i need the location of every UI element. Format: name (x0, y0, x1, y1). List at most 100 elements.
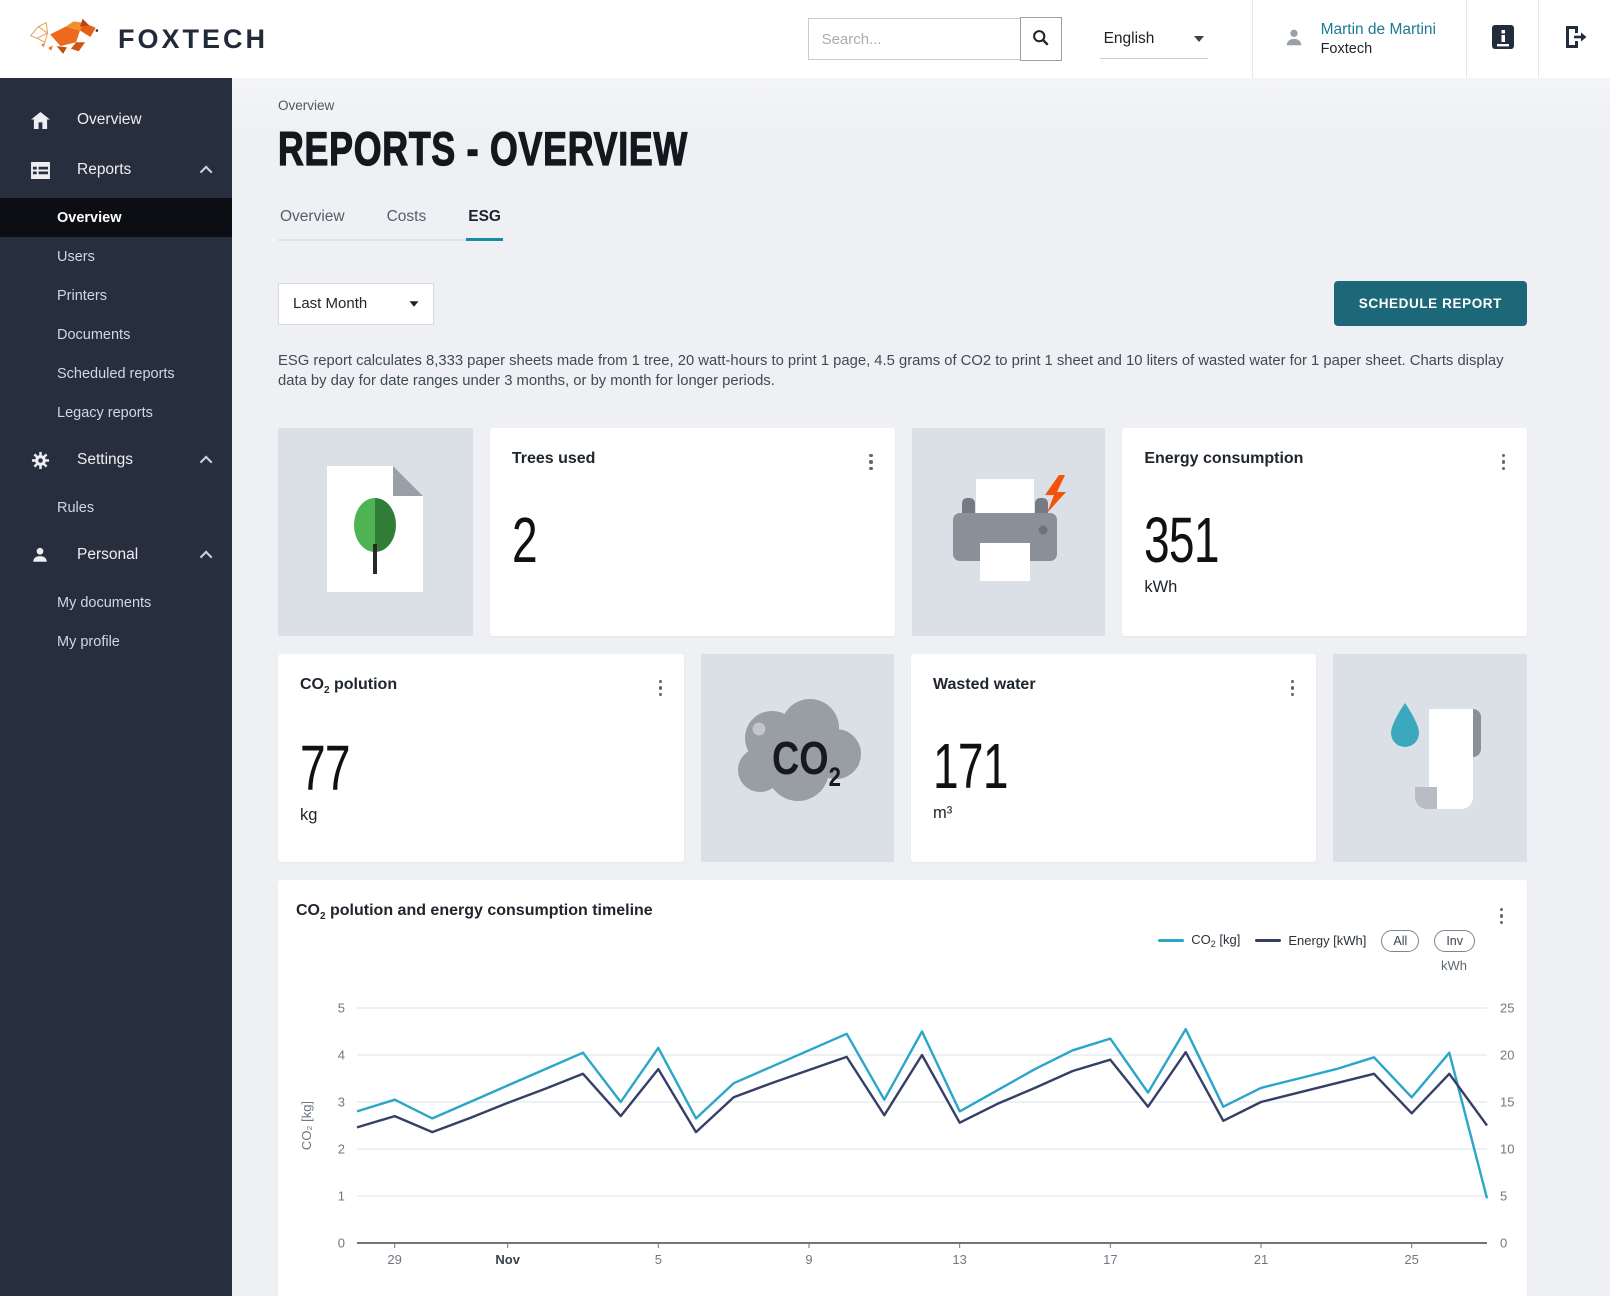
gear-icon (30, 451, 50, 470)
svg-text:3: 3 (338, 1094, 345, 1109)
kebab-menu-icon[interactable] (1500, 452, 1508, 473)
card-title: CO2 polution (300, 675, 398, 696)
sidebar-item-overview[interactable]: Overview (0, 98, 232, 142)
manual-book-icon (1490, 23, 1516, 56)
co2-line-swatch (1158, 939, 1185, 943)
co2-unit: kg (300, 805, 318, 824)
sidebar-group-label: Reports (77, 161, 132, 178)
sidebar-item-my-documents[interactable]: My documents (57, 594, 152, 611)
chevron-down-icon (409, 300, 419, 307)
tab-costs[interactable]: Costs (386, 208, 427, 225)
svg-text:0: 0 (1500, 1235, 1507, 1250)
timeline-chart: 0 1 2 3 4 5 0 5 10 15 20 25 29 Nov 5 9 13 17 21 25 CO₂ [kg] (299, 1000, 1514, 1267)
kebab-menu-icon[interactable] (1289, 678, 1297, 699)
co2-illustration-card: CO2 (701, 653, 894, 862)
svg-text:5: 5 (655, 1252, 662, 1267)
trees-used-card: Trees used 2 (489, 427, 895, 636)
sidebar-item-label: Overview (77, 111, 142, 128)
sidebar-group-settings[interactable]: Settings (0, 438, 232, 482)
timeline-chart-card: CO2 polution and energy consumption time… (278, 879, 1527, 1296)
search-input[interactable] (807, 18, 1020, 60)
wasted-water-card: Wasted water 171 m³ (911, 653, 1317, 862)
svg-text:25: 25 (1500, 1000, 1514, 1015)
svg-text:13: 13 (952, 1252, 966, 1267)
svg-text:CO2: CO2 (772, 733, 841, 793)
user-organization: Foxtech (1320, 40, 1373, 57)
paper-tree-icon (327, 466, 424, 597)
language-select[interactable]: English (1099, 19, 1208, 59)
user-avatar-icon (1283, 26, 1305, 53)
tree-illustration-card (278, 427, 473, 636)
printer-illustration-card (911, 427, 1106, 636)
water-illustration-card (1333, 653, 1527, 862)
top-header: FOXTECH English Martin de Martini Foxtec… (0, 0, 1610, 78)
chevron-down-icon (1193, 35, 1204, 42)
logout-button[interactable] (1538, 0, 1610, 78)
search-button[interactable] (1019, 17, 1062, 61)
tab-esg[interactable]: ESG (466, 202, 503, 241)
energy-value: 351 (1144, 503, 1220, 576)
svg-text:2: 2 (338, 1141, 345, 1156)
svg-text:0: 0 (338, 1235, 345, 1250)
svg-text:1: 1 (338, 1188, 345, 1203)
filter-inv-pill[interactable]: Inv (1434, 929, 1475, 952)
printer-energy-icon (949, 473, 1067, 590)
sidebar-item-scheduled-reports[interactable]: Scheduled reports (57, 365, 175, 382)
chart-title: CO2 polution and energy consumption time… (296, 901, 653, 922)
co2-value: 77 (300, 731, 351, 804)
sidebar-item-printers[interactable]: Printers (57, 287, 107, 304)
svg-text:20: 20 (1500, 1047, 1514, 1062)
svg-text:5: 5 (338, 1000, 345, 1015)
reports-table-icon (30, 161, 50, 179)
svg-text:4: 4 (338, 1047, 345, 1062)
schedule-report-button[interactable]: SCHEDULE REPORT (1333, 281, 1527, 326)
legend-energy[interactable]: Energy [kWh] (1255, 933, 1366, 948)
right-axis-unit-label: kWh (1441, 957, 1467, 973)
kebab-menu-icon[interactable] (657, 678, 665, 699)
sidebar-item-documents[interactable]: Documents (57, 326, 131, 343)
svg-text:10: 10 (1500, 1141, 1514, 1156)
user-menu[interactable]: Martin de Martini Foxtech (1251, 0, 1466, 78)
sidebar-item-users[interactable]: Users (57, 248, 95, 265)
sidebar-group-reports[interactable]: Reports (0, 148, 232, 192)
date-range-value: Last Month (293, 295, 368, 312)
svg-text:9: 9 (805, 1252, 812, 1267)
kebab-menu-icon[interactable] (867, 452, 875, 473)
sidebar-item-my-profile[interactable]: My profile (57, 633, 120, 650)
energy-consumption-card: Energy consumption 351 kWh (1122, 427, 1527, 636)
breadcrumb[interactable]: Overview (278, 98, 335, 113)
sidebar-item-rules[interactable]: Rules (57, 499, 95, 516)
foxtech-logo-icon (28, 15, 106, 64)
svg-text:29: 29 (387, 1252, 401, 1267)
legend-co2[interactable]: CO2 [kg] (1158, 932, 1240, 949)
chart-legend: CO2 [kg] Energy [kWh] All Inv (1158, 929, 1475, 952)
logo[interactable]: FOXTECH (0, 15, 268, 64)
date-range-select[interactable]: Last Month (278, 282, 434, 325)
logout-icon (1562, 24, 1588, 55)
documentation-button[interactable] (1466, 0, 1538, 78)
person-icon (30, 546, 50, 564)
sidebar-item-reports-overview[interactable]: Overview (0, 198, 232, 237)
tab-overview[interactable]: Overview (280, 208, 345, 225)
chevron-up-icon (199, 165, 213, 178)
card-title: Energy consumption (1144, 449, 1304, 467)
card-title: Trees used (511, 449, 596, 467)
sidebar-group-label: Personal (77, 546, 139, 563)
co2-pollution-card: CO2 polution 77 kg (278, 653, 685, 862)
kebab-menu-icon[interactable] (1498, 906, 1506, 927)
page-title: REPORTS - OVERVIEW (278, 121, 688, 175)
svg-text:17: 17 (1103, 1252, 1117, 1267)
water-value: 171 (933, 729, 1008, 802)
svg-text:15: 15 (1500, 1094, 1514, 1109)
water-paper-icon (1367, 695, 1493, 820)
co2-cloud-icon: CO2 (732, 696, 864, 819)
sidebar-group-personal[interactable]: Personal (0, 533, 232, 577)
user-name: Martin de Martini (1320, 21, 1436, 39)
filter-all-pill[interactable]: All (1381, 929, 1420, 952)
trees-used-value: 2 (511, 503, 538, 576)
chevron-up-icon (199, 455, 213, 468)
energy-line-swatch (1255, 939, 1282, 943)
card-title: Wasted water (933, 675, 1036, 693)
sidebar-item-legacy-reports[interactable]: Legacy reports (57, 404, 153, 421)
language-value: English (1103, 29, 1155, 47)
